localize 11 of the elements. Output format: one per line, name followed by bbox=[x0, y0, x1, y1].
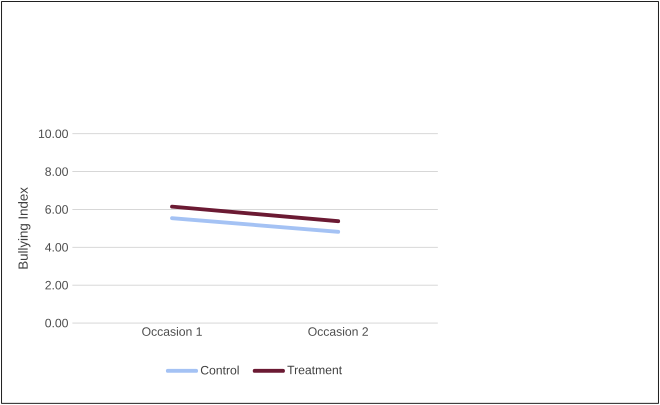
x-tick-label: Occasion 2 bbox=[308, 327, 368, 336]
legend-label: Control bbox=[200, 366, 239, 375]
y-tick-label: 8.00 bbox=[45, 167, 68, 176]
legend-label: Treatment bbox=[287, 366, 342, 374]
y-tick-label: 6.00 bbox=[45, 205, 68, 214]
y-axis-title: Bullying Index bbox=[18, 187, 30, 269]
y-tick-label: 2.00 bbox=[45, 280, 68, 290]
y-tick-label: 10.00 bbox=[38, 130, 68, 138]
y-tick-label: 4.00 bbox=[45, 243, 68, 252]
y-tick-label: 0.00 bbox=[45, 318, 68, 328]
x-tick-label: Occasion 1 bbox=[142, 327, 202, 336]
